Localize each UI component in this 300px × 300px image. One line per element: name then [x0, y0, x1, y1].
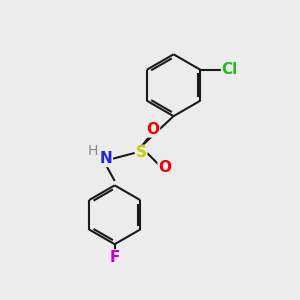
Text: N: N [100, 151, 112, 166]
Text: O: O [146, 122, 159, 137]
Text: F: F [110, 250, 120, 265]
Text: O: O [158, 160, 171, 175]
Text: Cl: Cl [222, 62, 238, 77]
Text: S: S [136, 146, 147, 160]
Text: H: H [87, 145, 98, 158]
